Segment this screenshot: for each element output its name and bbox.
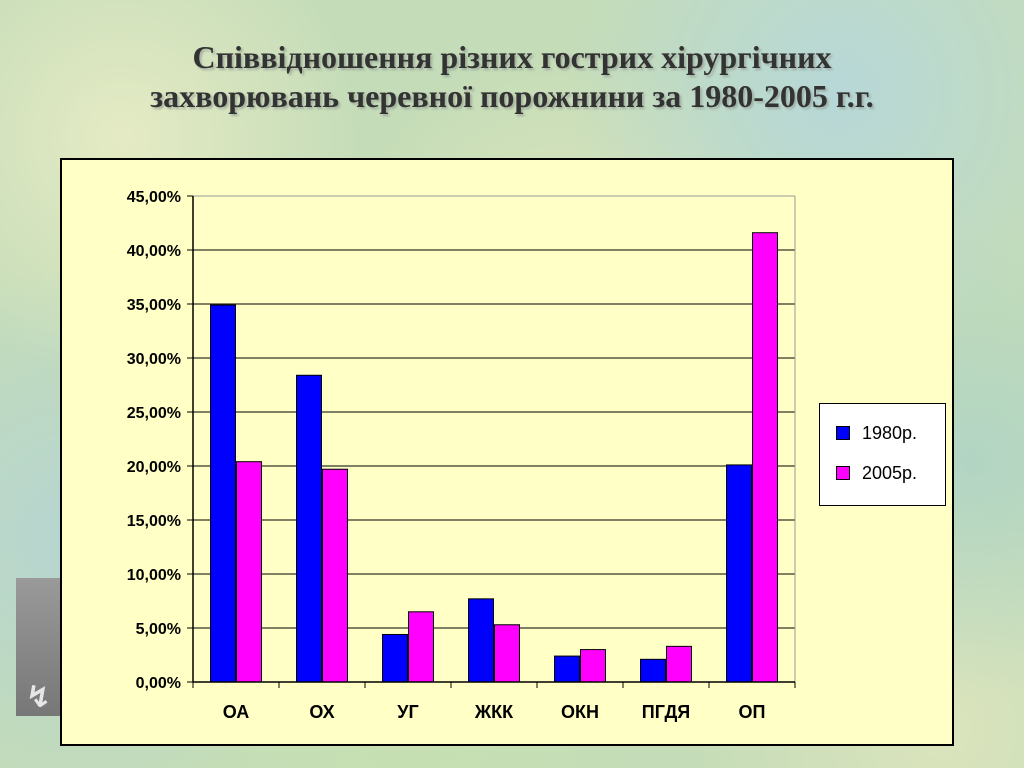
chart-legend: 1980р. 2005р. bbox=[819, 403, 946, 506]
legend-swatch-1980 bbox=[836, 426, 850, 440]
slide-title: Співвідношення різних гострих хірургічни… bbox=[0, 38, 1024, 116]
x-category-label: ОП bbox=[739, 702, 766, 722]
slide-title-line-2: захворювань черевної порожнини за 1980-2… bbox=[150, 78, 874, 114]
y-tick-label: 10,00% bbox=[127, 567, 181, 584]
bar-2005 bbox=[580, 649, 606, 683]
x-category-label: ЖКК bbox=[474, 702, 514, 722]
bars bbox=[210, 232, 778, 683]
decorative-logo-icon: ↯ bbox=[26, 680, 52, 715]
bar-1980 bbox=[210, 304, 236, 683]
chart-area: 0,00% 5,00% 10,00% 15,00% 20,00% 25,00% 30,00%… bbox=[60, 158, 954, 746]
x-category-label: УГ bbox=[397, 702, 418, 722]
decorative-panel bbox=[16, 578, 66, 716]
y-tick-label: 30,00% bbox=[127, 351, 181, 368]
bar-chart: 0,00% 5,00% 10,00% 15,00% 20,00% 25,00% 30,00%… bbox=[127, 189, 796, 722]
axes bbox=[187, 195, 796, 688]
bar-2005 bbox=[494, 624, 520, 683]
y-axis-tick-labels: 0,00% 5,00% 10,00% 15,00% 20,00% 25,00% 30,00%… bbox=[127, 189, 181, 692]
y-tick-label: 25,00% bbox=[127, 405, 181, 422]
legend-item-2005: 2005р. bbox=[836, 462, 917, 484]
bar-1980 bbox=[468, 598, 494, 683]
y-tick-label: 15,00% bbox=[127, 513, 181, 530]
bar-1980 bbox=[726, 464, 752, 683]
bar-1980 bbox=[640, 658, 666, 683]
bar-1980 bbox=[554, 655, 580, 683]
y-tick-label: 40,00% bbox=[127, 243, 181, 260]
legend-item-1980: 1980р. bbox=[836, 422, 917, 444]
bar-2005 bbox=[408, 611, 434, 683]
bar-1980 bbox=[296, 374, 322, 683]
legend-label-1980: 1980р. bbox=[862, 422, 918, 443]
bar-2005 bbox=[666, 645, 692, 683]
x-category-label: ПГДЯ bbox=[642, 702, 690, 722]
legend-swatch-2005 bbox=[836, 466, 850, 480]
y-tick-label: 35,00% bbox=[127, 297, 181, 314]
x-category-label: ОА bbox=[223, 702, 250, 722]
y-tick-label: 0,00% bbox=[136, 675, 181, 692]
legend-label-2005: 2005р. bbox=[862, 462, 918, 483]
y-tick-label: 45,00% bbox=[127, 189, 181, 206]
bar-2005 bbox=[322, 468, 348, 683]
bar-2005 bbox=[236, 461, 262, 683]
y-tick-label: 20,00% bbox=[127, 459, 181, 476]
bar-2005 bbox=[752, 232, 778, 683]
y-tick-label: 5,00% bbox=[136, 621, 181, 638]
x-axis-category-labels: ОА ОХ УГ ЖКК ОКН ПГДЯ ОП bbox=[223, 702, 766, 722]
gridlines bbox=[193, 195, 795, 629]
x-category-label: ОХ bbox=[309, 702, 334, 722]
bar-1980 bbox=[382, 633, 408, 683]
slide-title-line-1: Співвідношення різних гострих хірургічни… bbox=[192, 39, 832, 75]
x-category-label: ОКН bbox=[561, 702, 599, 722]
